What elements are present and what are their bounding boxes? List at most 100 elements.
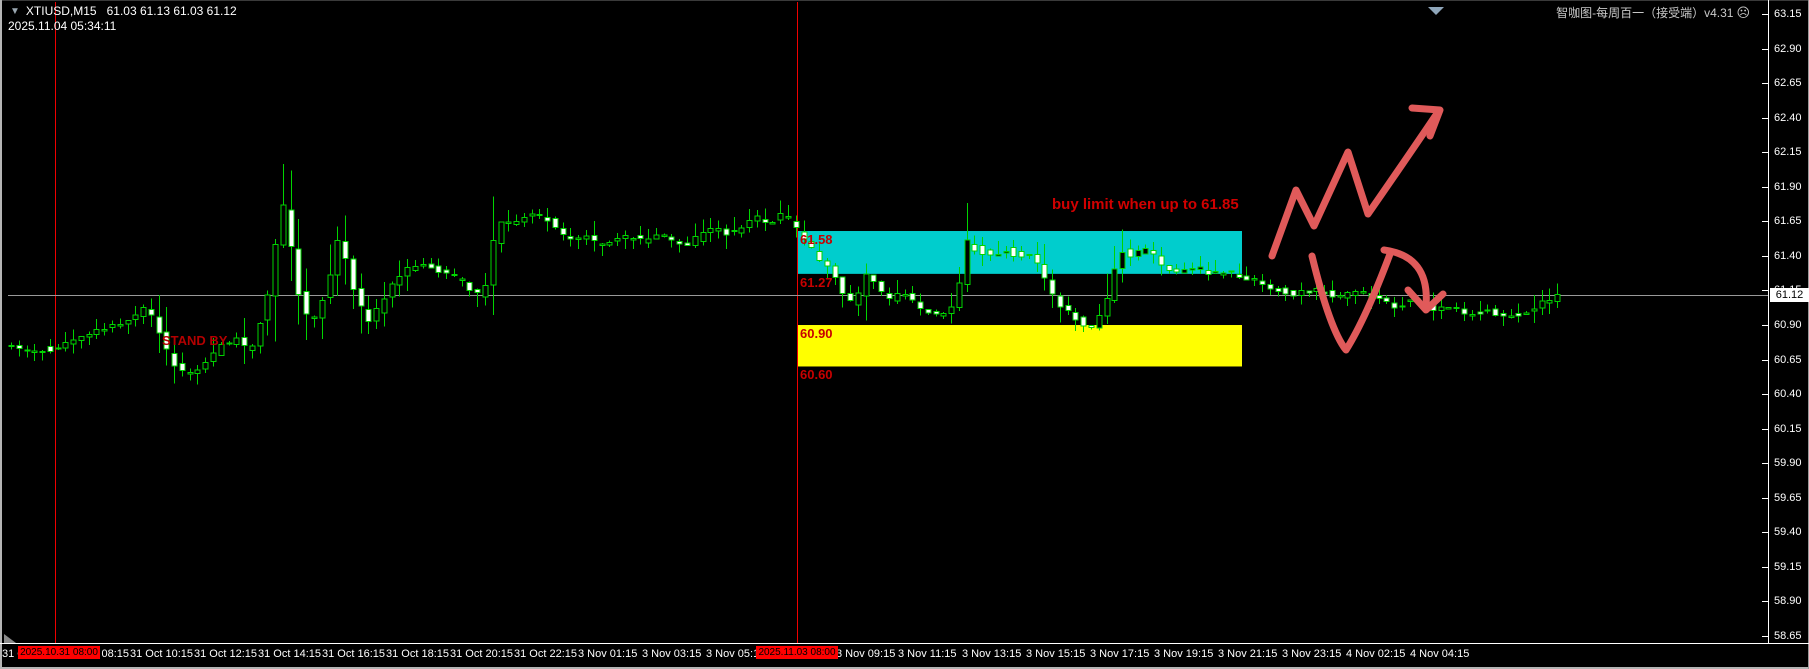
bull-candle: [280, 204, 287, 246]
price-axis-label: 60.65: [1774, 354, 1802, 366]
time-axis-label: 31 Oct 16:15: [322, 648, 385, 660]
bull-candle: [1554, 294, 1561, 302]
bull-candle: [1407, 299, 1414, 303]
price-axis-label: 60.40: [1774, 388, 1802, 400]
frown-face-icon[interactable]: ☹: [1736, 5, 1750, 20]
bear-candle: [1376, 295, 1383, 299]
price-axis-tick: [1762, 601, 1768, 602]
bull-candle: [738, 227, 745, 234]
bear-candle: [785, 215, 792, 219]
bear-candle: [350, 258, 357, 290]
bull-candle: [125, 320, 132, 325]
bear-candle: [552, 217, 559, 228]
bull-candle: [187, 372, 194, 375]
bull-candle: [614, 238, 621, 242]
bear-candle: [1360, 291, 1367, 294]
time-axis-label: 4 Nov 04:15: [1410, 648, 1470, 660]
bear-candle: [1072, 311, 1079, 321]
bull-candle: [1337, 295, 1344, 298]
bull-candle: [1352, 291, 1359, 297]
bull-candle: [902, 294, 909, 297]
bear-candle: [1243, 275, 1250, 281]
bear-candle: [226, 342, 233, 345]
chart-shift-marker-icon[interactable]: [1428, 7, 1444, 15]
price-axis-tick: [1762, 290, 1768, 291]
bull-candle: [482, 284, 489, 298]
bull-candle: [1003, 251, 1010, 254]
bear-candle: [311, 316, 318, 319]
bear-candle: [31, 350, 38, 354]
bear-candle: [1469, 313, 1476, 317]
zone-price-label: 61.58: [800, 232, 833, 247]
price-axis-border: [1768, 0, 1769, 643]
candles-group: [8, 163, 1561, 385]
time-axis-label: 3 Nov 13:15: [962, 648, 1022, 660]
bull-candle: [692, 236, 699, 247]
bull-candle: [1181, 269, 1188, 274]
bull-candle: [529, 213, 536, 217]
bull-candle: [1189, 267, 1196, 271]
bear-candle: [668, 236, 675, 241]
bull-candle: [210, 352, 217, 363]
buy-zone-rectangle[interactable]: [798, 325, 1242, 367]
bull-candle: [855, 292, 862, 306]
bull-candle: [373, 307, 380, 322]
ohlc-values: 61.03 61.13 61.03 61.12: [106, 4, 237, 18]
bull-candle: [140, 307, 147, 318]
bear-candle: [1158, 255, 1165, 266]
bear-candle: [443, 269, 450, 274]
price-axis-tick: [1762, 187, 1768, 188]
bear-candle: [1461, 308, 1468, 315]
bull-candle: [1119, 251, 1126, 270]
price-axis-tick: [1762, 636, 1768, 637]
bear-candle: [16, 345, 23, 350]
time-axis-label: 31 Oct 22:15: [514, 648, 577, 660]
bull-candle: [1220, 272, 1227, 276]
bear-candle: [1041, 264, 1048, 279]
bull-candle: [319, 300, 326, 319]
bear-candle: [933, 311, 940, 315]
bull-candle: [55, 347, 62, 350]
bull-candle: [272, 244, 279, 297]
bear-candle: [1127, 248, 1134, 258]
bull-candle: [707, 228, 714, 234]
buy-limit-annotation: buy limit when up to 61.85: [1052, 196, 1239, 213]
time-axis-label: 3 Nov 09:15: [836, 648, 896, 660]
time-axis-label: 3 Nov 03:15: [642, 648, 702, 660]
bear-candle: [171, 353, 178, 367]
bull-candle: [777, 212, 784, 221]
bear-candle: [163, 331, 170, 350]
bear-candle: [1088, 324, 1095, 328]
bull-candle: [132, 314, 139, 321]
bear-candle: [1049, 279, 1056, 295]
bear-candle: [1205, 270, 1212, 275]
bear-candle: [1515, 312, 1522, 317]
bull-candle: [202, 361, 209, 370]
bear-candle: [886, 293, 893, 299]
bull-candle: [956, 282, 963, 309]
bull-candle: [964, 239, 971, 286]
chevron-down-icon[interactable]: ▼: [10, 6, 20, 17]
time-axis-label: 3 Nov 15:15: [1026, 648, 1086, 660]
bull-candle: [575, 237, 582, 240]
price-axis-tick: [1762, 325, 1768, 326]
chart-begin-marker-icon: [4, 634, 16, 643]
bear-candle: [1010, 246, 1017, 257]
zone-price-label: 61.27: [800, 275, 833, 290]
bear-candle: [1391, 302, 1398, 309]
bear-candle: [762, 218, 769, 224]
bull-candle: [1111, 268, 1118, 301]
bear-candle: [925, 308, 932, 314]
price-axis-tick: [1762, 83, 1768, 84]
bear-candle: [1383, 297, 1390, 303]
bear-candle: [288, 209, 295, 247]
time-axis-border: [0, 643, 1809, 644]
time-axis-label: 31 Oct 14:15: [258, 648, 321, 660]
bear-candle: [824, 260, 831, 267]
zone-price-label: 60.90: [800, 326, 833, 341]
time-anchor-badge: 2025.10.31 08:00: [18, 646, 100, 659]
bull-candle: [412, 265, 419, 271]
price-axis-label: 59.15: [1774, 561, 1802, 573]
bull-candle: [249, 345, 256, 351]
